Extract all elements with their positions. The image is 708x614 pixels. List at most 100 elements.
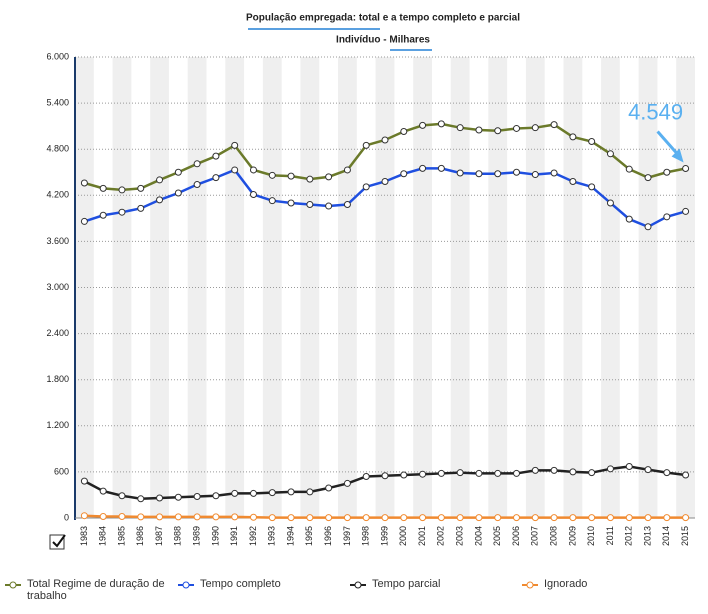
point [606,514,614,522]
point [531,171,539,179]
x-tick-label: 1991 [229,526,239,546]
point [381,136,389,144]
x-tick-label: 1985 [116,526,126,546]
point [156,513,164,521]
legend-item[interactable]: Tempo completo [178,578,338,590]
point [137,495,145,503]
point [494,514,502,522]
band-stripe [601,57,620,518]
x-tick-label: 2008 [548,526,558,546]
point [156,196,164,204]
x-tick-label: 2010 [586,526,596,546]
legend-label: Tempo completo [200,578,281,590]
legend-item[interactable]: Tempo parcial [350,578,510,590]
point [456,514,464,522]
point [419,514,427,522]
point [588,138,596,146]
y-tick-label: 4.200 [46,190,69,200]
legend-swatch [5,581,21,589]
point [475,514,483,522]
point [400,128,408,136]
legend-label: Tempo parcial [372,578,441,590]
band-stripe [676,57,695,518]
point [550,466,558,474]
point [156,494,164,502]
point [588,183,596,191]
point [174,493,182,501]
legend-marker [354,581,362,589]
x-tick-label: 1992 [248,526,258,546]
point [569,468,577,476]
point [606,150,614,158]
point [682,207,690,215]
point [381,177,389,185]
legend-swatch [178,581,194,589]
legend-item[interactable]: Ignorado [522,578,682,590]
point [531,466,539,474]
x-tick-label: 2009 [567,526,577,546]
y-tick-label: 600 [54,466,69,476]
legend-label: Ignorado [544,578,588,590]
point [644,466,652,474]
point [513,124,521,132]
point [325,484,333,492]
point [231,513,239,521]
checkbox[interactable] [49,534,65,550]
x-tick-label: 2004 [473,526,483,546]
point [306,514,314,522]
point [287,172,295,180]
legend-label: Total Regime de duração de trabalho [27,578,165,602]
y-tick-label: 4.800 [46,144,69,154]
chart: População empregada: total e a tempo com… [46,13,695,550]
point [249,191,257,199]
x-tick-label: 2013 [642,526,652,546]
point [606,465,614,473]
point [494,127,502,135]
point [456,124,464,132]
point [231,141,239,149]
legend-marker [9,581,17,589]
x-tick-label: 2001 [417,526,427,546]
point [325,202,333,210]
point [588,469,596,477]
x-tick-label: 1993 [267,526,277,546]
point [362,141,370,149]
checkmark [52,534,66,548]
legend-swatch [522,581,538,589]
point [343,514,351,522]
legend-item[interactable]: Total Regime de duração de trabalho [5,578,170,602]
point [118,492,126,500]
point [174,168,182,176]
point [212,492,220,500]
point [306,488,314,496]
point [231,166,239,174]
point [287,514,295,522]
point [494,469,502,477]
point [419,121,427,129]
point [80,512,88,520]
point [118,512,126,520]
point [513,168,521,176]
point [400,514,408,522]
point [475,469,483,477]
point [513,514,521,522]
point [325,173,333,181]
point [625,165,633,173]
y-tick-label: 2.400 [46,328,69,338]
x-tick-label: 1999 [379,526,389,546]
point [99,487,107,495]
x-tick-label: 2012 [624,526,634,546]
point [137,204,145,212]
point [287,488,295,496]
point [682,514,690,522]
point [550,121,558,129]
point [325,514,333,522]
point [193,181,201,189]
point [249,489,257,497]
point [513,469,521,477]
point [174,513,182,521]
point [625,514,633,522]
legend-swatch [350,581,366,589]
point [419,164,427,172]
